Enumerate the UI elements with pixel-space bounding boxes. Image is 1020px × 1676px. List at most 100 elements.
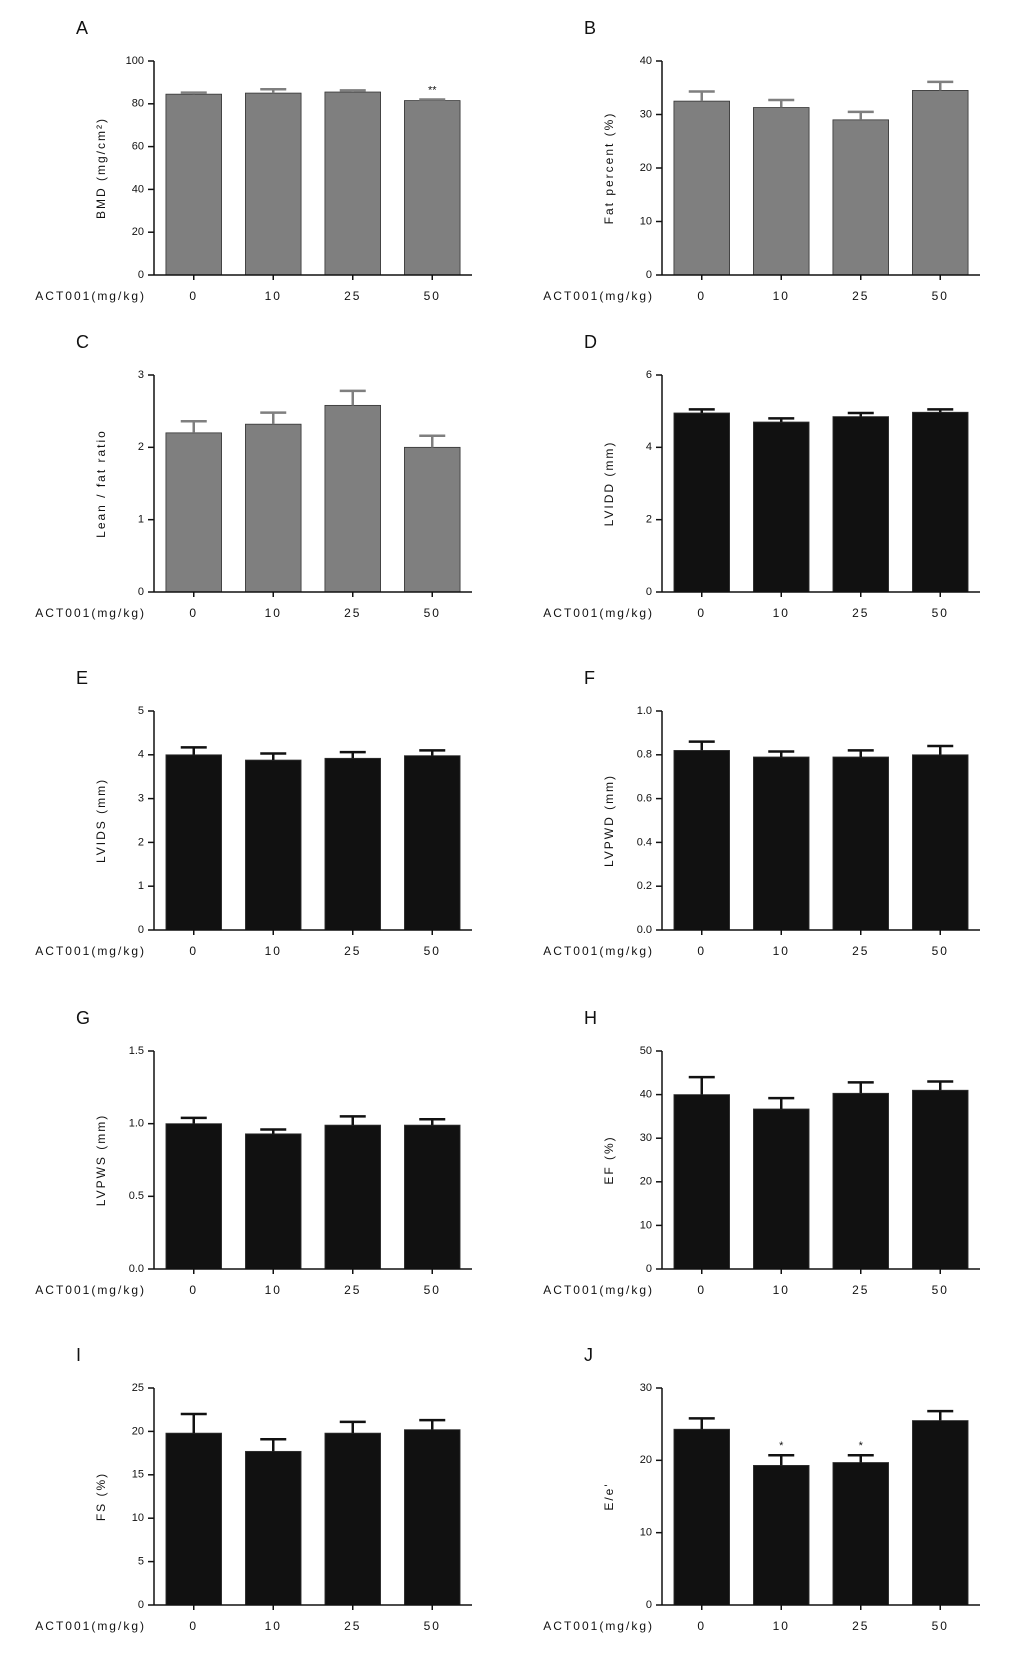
y-tick-label: 30 bbox=[640, 108, 652, 120]
error-bar bbox=[847, 411, 874, 417]
x-tick-label: 10 bbox=[773, 289, 790, 303]
y-tick-label: 0 bbox=[138, 586, 144, 598]
error-bar bbox=[768, 1454, 795, 1466]
x-tick-label: 0 bbox=[189, 1619, 198, 1633]
error-bar bbox=[180, 1412, 207, 1434]
bar bbox=[832, 1462, 889, 1606]
x-tick-label: 0 bbox=[189, 1283, 198, 1297]
bar bbox=[404, 1124, 461, 1270]
y-tick-label: 5 bbox=[138, 1556, 144, 1568]
panel-label: D bbox=[584, 332, 597, 352]
x-axis-label: ACT001(mg/kg) bbox=[543, 289, 654, 303]
x-tick-label: 50 bbox=[424, 1283, 441, 1297]
y-tick-label: 0.6 bbox=[637, 793, 652, 805]
significance-label: ** bbox=[428, 84, 437, 96]
bar bbox=[832, 756, 889, 931]
error-bar bbox=[419, 98, 446, 101]
y-tick-label: 20 bbox=[640, 1176, 652, 1188]
x-tick-label: 10 bbox=[265, 944, 282, 958]
y-tick-label: 4 bbox=[138, 749, 144, 761]
y-tick-label: 2 bbox=[138, 836, 144, 848]
x-tick-label: 25 bbox=[344, 1619, 361, 1633]
y-tick-label: 80 bbox=[132, 98, 144, 110]
x-tick-label: 10 bbox=[265, 1619, 282, 1633]
bar bbox=[324, 757, 381, 931]
y-axis-label: LVPWD (mm) bbox=[602, 774, 616, 867]
bar bbox=[404, 1429, 461, 1606]
bar bbox=[245, 759, 302, 931]
bar bbox=[912, 754, 969, 931]
error-bar bbox=[260, 1128, 287, 1134]
y-tick-label: 20 bbox=[132, 1425, 144, 1437]
panel: C Lean / fat ratio ACT001(mg/kg) 0 1 2 3 0 10 25 5… bbox=[35, 332, 472, 620]
y-tick-label: 10 bbox=[132, 1512, 144, 1524]
x-tick-label: 50 bbox=[932, 1283, 949, 1297]
x-tick-label: 10 bbox=[773, 1283, 790, 1297]
bar bbox=[245, 1133, 302, 1270]
y-tick-label: 0 bbox=[646, 586, 652, 598]
error-bar bbox=[339, 1420, 366, 1434]
y-tick-label: 0 bbox=[646, 1599, 652, 1611]
error-bar bbox=[180, 91, 207, 95]
y-axis-label: E/e' bbox=[602, 1482, 616, 1510]
error-bar bbox=[419, 1418, 446, 1430]
bar bbox=[832, 1092, 889, 1270]
error-bar bbox=[688, 1417, 715, 1430]
y-tick-label: 5 bbox=[138, 705, 144, 717]
y-tick-label: 25 bbox=[132, 1382, 144, 1394]
error-bar bbox=[768, 417, 795, 423]
y-tick-label: 1.5 bbox=[129, 1045, 144, 1057]
error-bar bbox=[339, 1115, 366, 1126]
error-bar bbox=[927, 1080, 954, 1091]
error-bar bbox=[768, 1096, 795, 1109]
x-tick-label: 25 bbox=[852, 1283, 869, 1297]
bar bbox=[324, 91, 381, 276]
y-tick-label: 0 bbox=[138, 924, 144, 936]
bar bbox=[912, 1089, 969, 1270]
x-axis-label: ACT001(mg/kg) bbox=[543, 944, 654, 958]
error-bar bbox=[927, 80, 954, 91]
bar bbox=[165, 1123, 222, 1270]
x-tick-label: 10 bbox=[773, 944, 790, 958]
panel-label: H bbox=[584, 1008, 597, 1028]
panel: G LVPWS (mm) ACT001(mg/kg) 0.0 0.5 1.0 1.5 0 10 2… bbox=[35, 1008, 472, 1297]
x-tick-label: 0 bbox=[697, 1283, 706, 1297]
significance-label: * bbox=[859, 1440, 864, 1452]
panel-label: J bbox=[584, 1345, 593, 1365]
x-tick-label: 10 bbox=[265, 1283, 282, 1297]
x-tick-label: 50 bbox=[932, 1619, 949, 1633]
y-axis-label: Lean / fat ratio bbox=[94, 429, 108, 538]
y-tick-label: 40 bbox=[640, 1089, 652, 1101]
x-axis-label: ACT001(mg/kg) bbox=[35, 289, 146, 303]
y-tick-label: 1.0 bbox=[129, 1118, 144, 1130]
y-tick-label: 1.0 bbox=[637, 705, 652, 717]
y-tick-label: 0.5 bbox=[129, 1190, 144, 1202]
x-tick-label: 25 bbox=[852, 606, 869, 620]
bar bbox=[165, 754, 222, 931]
bar bbox=[912, 1420, 969, 1606]
y-tick-label: 0 bbox=[138, 269, 144, 281]
x-tick-label: 25 bbox=[852, 1619, 869, 1633]
y-tick-label: 30 bbox=[640, 1382, 652, 1394]
error-bar bbox=[927, 744, 954, 755]
x-axis-label: ACT001(mg/kg) bbox=[543, 1619, 654, 1633]
error-bar bbox=[847, 1081, 874, 1094]
y-axis-label: LVPWS (mm) bbox=[94, 1114, 108, 1206]
y-tick-label: 0.4 bbox=[637, 836, 652, 848]
error-bar bbox=[339, 89, 366, 93]
bar bbox=[673, 1428, 730, 1606]
x-tick-label: 25 bbox=[852, 944, 869, 958]
panel: A BMD (mg/cm²) ACT001(mg/kg) 0 20 40 60 80 100 0 1… bbox=[35, 18, 472, 303]
y-tick-label: 40 bbox=[640, 55, 652, 67]
panel: B Fat percent (%) ACT001(mg/kg) 0 10 20 30 40 0 1… bbox=[543, 18, 980, 303]
x-axis-label: ACT001(mg/kg) bbox=[543, 606, 654, 620]
significance-label: * bbox=[779, 1440, 784, 1452]
y-tick-label: 0 bbox=[646, 269, 652, 281]
y-axis-label: EF (%) bbox=[602, 1135, 616, 1184]
bar bbox=[912, 411, 969, 593]
error-bar bbox=[419, 749, 446, 756]
error-bar bbox=[847, 1454, 874, 1463]
error-bar bbox=[180, 1116, 207, 1124]
